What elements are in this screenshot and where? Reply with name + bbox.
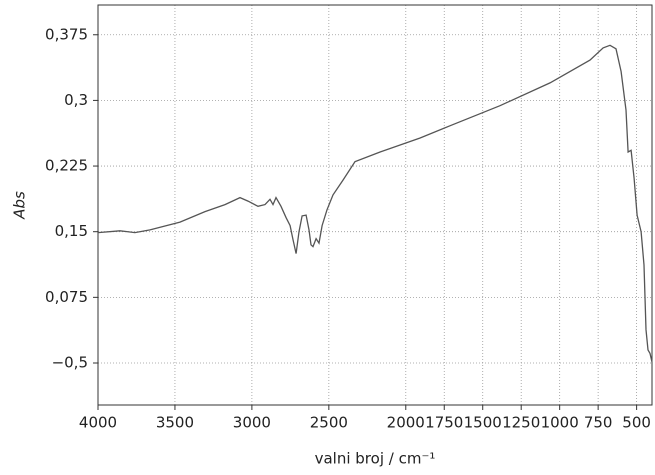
- y-tick-label: −0,5: [52, 353, 88, 371]
- spectrum-line: [97, 44, 653, 363]
- x-axis-label: valni broj / cm⁻¹: [315, 450, 436, 468]
- plot-frame: [97, 4, 653, 406]
- x-tick-label: 750: [584, 414, 613, 432]
- y-tick-label: 0,225: [45, 157, 88, 175]
- y-axis-label: Abs: [11, 191, 29, 220]
- y-tick-label: 0,075: [45, 288, 88, 306]
- x-tick-label: 3000: [233, 414, 271, 432]
- x-tick-label: 4000: [79, 414, 117, 432]
- y-tick-label: 0,15: [55, 222, 88, 240]
- x-tick-label: 1500: [464, 414, 502, 432]
- x-tick-label: 1000: [541, 414, 579, 432]
- x-tick-label: 1250: [502, 414, 540, 432]
- y-tick-label: 0,3: [64, 91, 88, 109]
- x-tick-label: 2500: [310, 414, 348, 432]
- y-tick-label: 0,375: [45, 25, 88, 43]
- x-tick-label: 500: [622, 414, 651, 432]
- x-tick-label: 1750: [425, 414, 463, 432]
- x-tick-label: 3500: [156, 414, 194, 432]
- x-tick-label: 2000: [387, 414, 425, 432]
